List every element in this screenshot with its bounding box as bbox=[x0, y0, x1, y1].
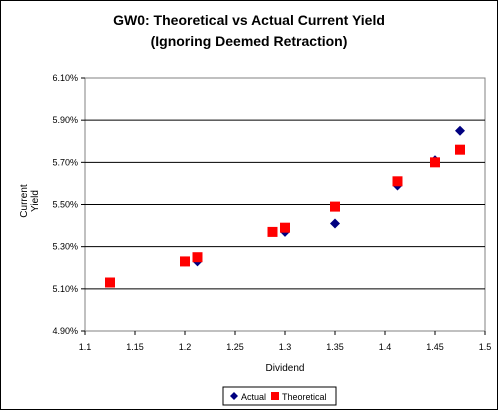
theoretical-point bbox=[455, 144, 465, 155]
y-tick-label: 5.50% bbox=[52, 200, 78, 210]
y-tick-label: 5.10% bbox=[52, 284, 78, 294]
x-tick-label: 1.5 bbox=[479, 342, 492, 352]
legend: Actual Theoretical bbox=[222, 386, 337, 406]
x-axis-ticks: 1.1 1.15 1.2 1.25 1.3 1.35 1.4 1.45 1.5 bbox=[79, 331, 492, 352]
data-points bbox=[105, 125, 465, 288]
x-tick-label: 1.3 bbox=[279, 342, 292, 352]
y-tick-label: 5.70% bbox=[52, 157, 78, 167]
y-tick-label: 6.10% bbox=[52, 73, 78, 83]
y-axis-label-line-1: Current bbox=[19, 184, 30, 218]
x-tick-label: 1.15 bbox=[126, 342, 144, 352]
legend-actual-label: Actual bbox=[241, 392, 266, 402]
x-axis-label: Dividend bbox=[266, 363, 305, 374]
legend-item-theoretical: Theoretical bbox=[271, 392, 327, 402]
y-tick-label: 5.90% bbox=[52, 115, 78, 125]
legend-box bbox=[222, 386, 337, 406]
theoretical-point bbox=[105, 277, 115, 288]
actual-point bbox=[330, 218, 340, 229]
theoretical-point bbox=[430, 157, 440, 168]
x-tick-label: 1.4 bbox=[379, 342, 392, 352]
y-axis-label-line-2: Yield bbox=[30, 190, 41, 212]
theoretical-point bbox=[192, 252, 203, 263]
theoretical-point bbox=[330, 201, 340, 212]
x-tick-label: 1.25 bbox=[226, 342, 244, 352]
x-tick-label: 1.1 bbox=[79, 342, 92, 352]
chart-subtitle: (Ignoring Deemed Retraction) bbox=[151, 33, 348, 49]
x-tick-label: 1.35 bbox=[326, 342, 344, 352]
gridlines bbox=[85, 119, 485, 290]
y-axis-ticks: 6.10% 5.90% 5.70% 5.50% 5.30% 5.10% 4.90% bbox=[52, 73, 85, 336]
legend-actual-marker bbox=[230, 392, 238, 400]
theoretical-point bbox=[267, 226, 278, 237]
theoretical-point bbox=[392, 176, 403, 187]
theoretical-point bbox=[280, 222, 290, 233]
x-tick-label: 1.45 bbox=[426, 342, 444, 352]
legend-theoretical-marker bbox=[271, 392, 279, 400]
x-tick-label: 1.2 bbox=[179, 342, 192, 352]
legend-item-actual: Actual bbox=[230, 392, 266, 402]
chart-title: GW0: Theoretical vs Actual Current Yield bbox=[113, 12, 385, 28]
theoretical-point bbox=[180, 256, 190, 267]
y-tick-label: 4.90% bbox=[52, 326, 78, 336]
legend-theoretical-label: Theoretical bbox=[282, 392, 327, 402]
y-tick-label: 5.30% bbox=[52, 242, 78, 252]
